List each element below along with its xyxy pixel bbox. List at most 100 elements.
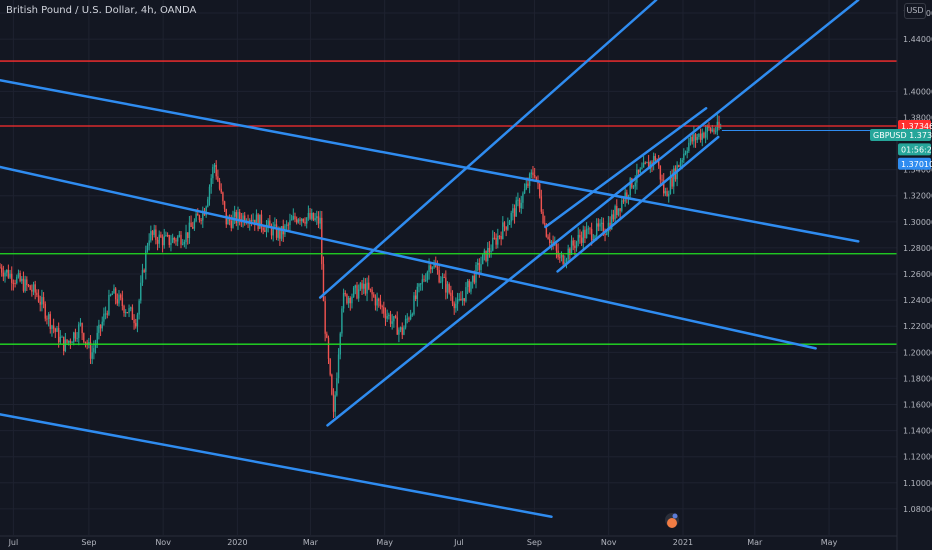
candle-body <box>393 316 395 322</box>
candle-body <box>582 229 584 243</box>
price-tag-label: 01:56:29 <box>901 145 932 154</box>
candle-body <box>304 221 306 224</box>
candle-body <box>101 321 103 329</box>
candle-body <box>113 288 115 294</box>
candle-body <box>19 273 21 282</box>
candle-body <box>691 136 693 142</box>
candle-body <box>666 191 668 197</box>
candle-body <box>213 164 216 168</box>
candle-body <box>6 269 8 273</box>
candle-body <box>215 164 217 177</box>
candle-body <box>180 234 182 245</box>
candle-body <box>188 222 191 239</box>
candle-body <box>178 234 181 237</box>
candle-body <box>362 283 365 289</box>
trendline <box>544 107 708 229</box>
candle-body <box>294 216 296 220</box>
candle-body <box>431 267 434 270</box>
candle-body <box>317 216 320 224</box>
price-tag-label: 1.37010 <box>901 160 932 169</box>
candle-body <box>349 298 351 304</box>
candle-body <box>579 234 581 238</box>
candle-body <box>686 151 688 154</box>
candle-body <box>238 212 241 220</box>
candle-body <box>512 208 514 213</box>
candle-body <box>689 136 692 143</box>
trendlines[interactable] <box>0 0 897 518</box>
candle-body <box>327 337 330 359</box>
candle-body <box>622 200 625 202</box>
candle-body <box>394 316 397 318</box>
price-tag-bg <box>898 143 931 156</box>
candle-body <box>181 243 184 245</box>
candle-body <box>683 153 685 160</box>
candle-body <box>371 289 373 295</box>
candle-body <box>26 279 28 286</box>
x-tick-label: Jul <box>453 538 464 547</box>
candle-body <box>493 237 496 239</box>
candle-body <box>143 270 145 272</box>
candle-body <box>54 328 57 332</box>
candle-body <box>108 294 110 315</box>
candle-body <box>374 296 377 306</box>
candle-body <box>594 235 596 240</box>
candle-body <box>165 235 167 237</box>
currency-button[interactable]: USD <box>904 3 926 19</box>
time-axis[interactable]: Jul Sep Nov 2020 Mar May Jul Sep Nov 2021 Mar May <box>0 535 897 547</box>
candle-body <box>299 219 301 222</box>
candle-body <box>312 212 315 221</box>
candle-body <box>81 323 83 334</box>
candle-body <box>83 333 85 342</box>
candle-body <box>597 223 600 227</box>
candle-body <box>572 240 574 246</box>
candle-body <box>678 165 680 167</box>
price-axis[interactable]: 1.460001.440001.400001.380001.340001.320… <box>896 0 932 550</box>
candle-body <box>416 286 419 299</box>
candle-body <box>250 220 253 222</box>
candle-body <box>59 336 62 343</box>
candle-body <box>175 239 177 242</box>
candle-body <box>208 186 211 200</box>
candle-body <box>451 296 454 304</box>
candle-body <box>24 279 26 291</box>
candle-body <box>125 312 127 314</box>
candle-body <box>641 167 643 169</box>
candle-body <box>589 228 591 230</box>
y-tick-label: 1.16000 <box>903 401 932 410</box>
candle-body <box>106 313 108 315</box>
candle-body <box>259 214 261 229</box>
candle-body <box>29 285 31 290</box>
candle-body <box>527 183 529 186</box>
candle-body <box>366 282 368 294</box>
candle-body <box>79 323 82 325</box>
candle-body <box>399 327 402 330</box>
candle-body <box>448 284 450 293</box>
candle-body <box>510 212 512 222</box>
candle-body <box>659 165 662 180</box>
candle-body <box>235 212 238 224</box>
candle-body <box>637 169 640 173</box>
candle-body <box>277 229 279 238</box>
candle-body <box>663 180 665 194</box>
candle-body <box>657 160 660 166</box>
y-tick-label: 1.30000 <box>903 218 932 227</box>
x-tick-label: Sep <box>81 538 96 547</box>
candle-body <box>292 216 295 220</box>
y-tick-label: 1.44000 <box>903 35 932 44</box>
y-tick-label: 1.12000 <box>903 453 932 462</box>
candle-body <box>639 168 641 173</box>
candle-body <box>361 283 363 289</box>
candle-body <box>565 259 568 263</box>
candle-body <box>696 136 698 141</box>
candle-body <box>217 176 219 182</box>
candle-body <box>287 224 289 226</box>
candle-body <box>0 267 1 269</box>
candle-body <box>545 224 548 237</box>
candle-body <box>490 250 492 252</box>
candle-body <box>187 232 189 239</box>
candle-body <box>202 210 204 221</box>
candle-body <box>130 307 132 309</box>
candle-body <box>336 378 338 396</box>
candle-body <box>31 289 33 292</box>
